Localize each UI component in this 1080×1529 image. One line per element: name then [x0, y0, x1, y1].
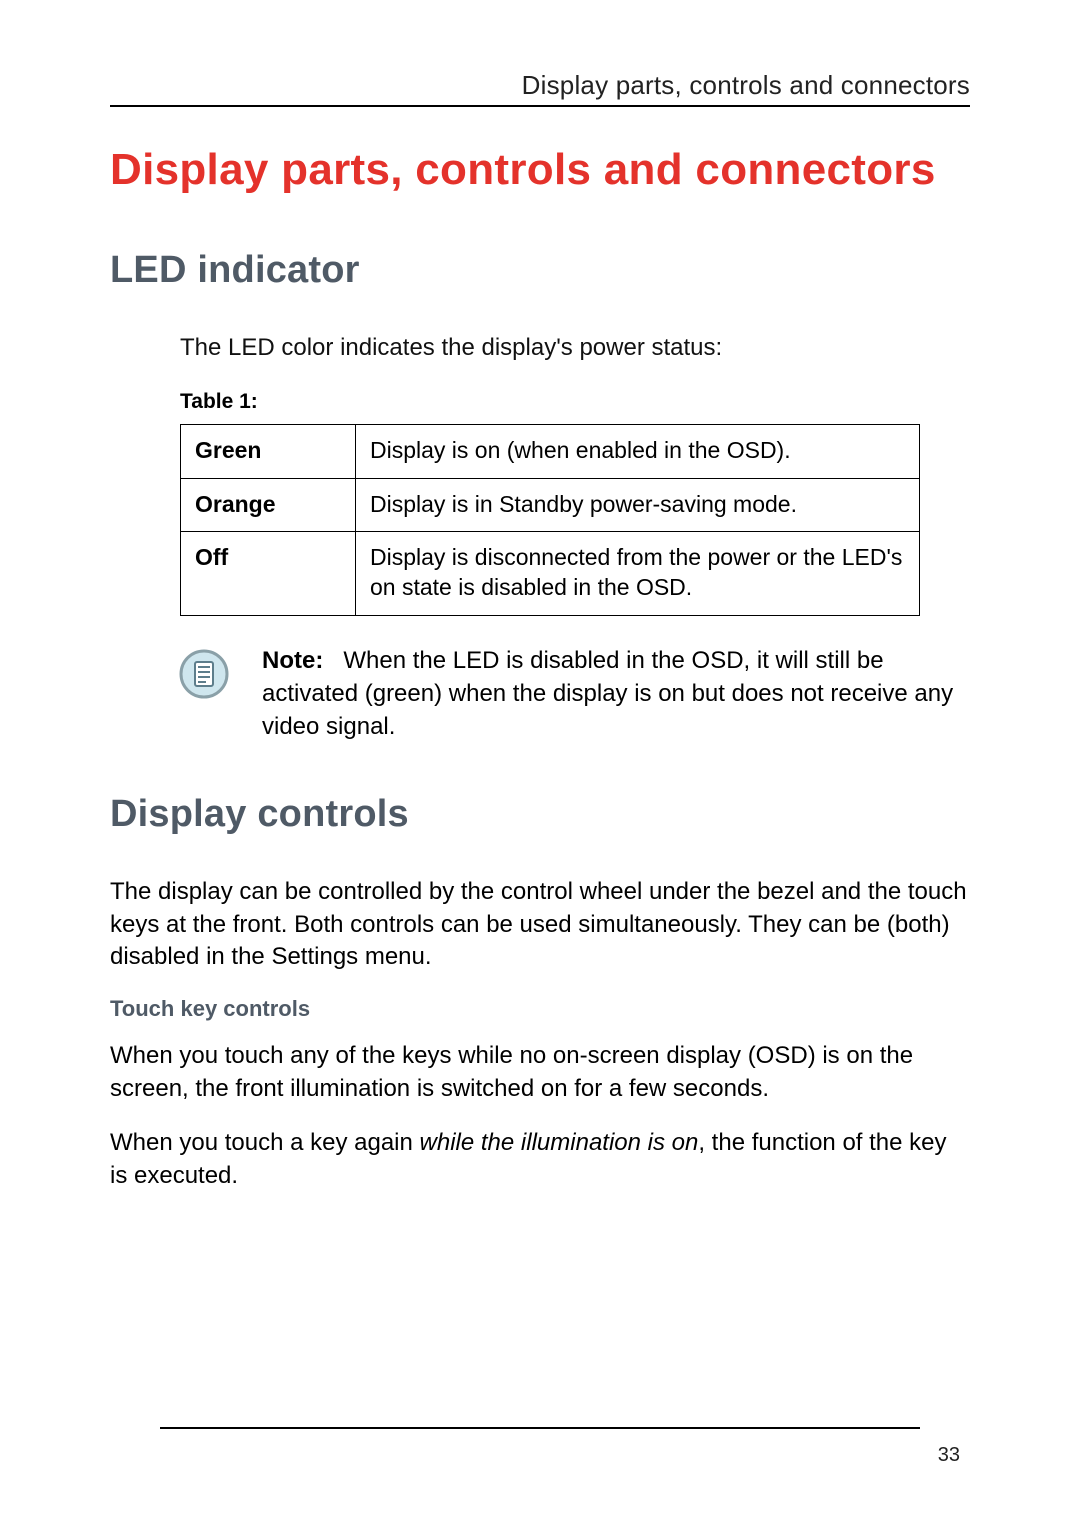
- table-caption: Table 1:: [180, 390, 970, 414]
- header-rule: [110, 105, 970, 107]
- table-row: Green Display is on (when enabled in the…: [181, 425, 920, 478]
- note-icon: [178, 648, 238, 705]
- led-state-key: Off: [181, 532, 356, 616]
- led-state-value: Display is on (when enabled in the OSD).: [356, 425, 920, 478]
- led-status-table: Green Display is on (when enabled in the…: [180, 424, 920, 615]
- section-led-title: LED indicator: [110, 249, 970, 292]
- table-row: Off Display is disconnected from the pow…: [181, 532, 920, 616]
- note-block: Note: When the LED is disabled in the OS…: [178, 644, 970, 743]
- page-title: Display parts, controls and connectors: [110, 145, 970, 195]
- touch-key-subtitle: Touch key controls: [110, 996, 970, 1022]
- led-state-value: Display is disconnected from the power o…: [356, 532, 920, 616]
- led-state-value: Display is in Standby power-saving mode.: [356, 478, 920, 531]
- section-controls-title: Display controls: [110, 793, 970, 836]
- document-page: Display parts, controls and connectors D…: [0, 0, 1080, 1529]
- led-state-key: Orange: [181, 478, 356, 531]
- running-header: Display parts, controls and connectors: [110, 70, 970, 101]
- footer-rule: [160, 1427, 920, 1429]
- note-text: Note: When the LED is disabled in the OS…: [262, 644, 970, 743]
- touch-key-p1: When you touch any of the keys while no …: [110, 1040, 970, 1105]
- led-intro: The LED color indicates the display's po…: [180, 332, 970, 364]
- controls-intro: The display can be controlled by the con…: [110, 876, 970, 974]
- led-state-key: Green: [181, 425, 356, 478]
- note-body: When the LED is disabled in the OSD, it …: [262, 647, 953, 740]
- touch-key-p2: When you touch a key again while the ill…: [110, 1127, 970, 1192]
- table-row: Orange Display is in Standby power-savin…: [181, 478, 920, 531]
- p2-emphasis: while the illumination is on: [420, 1129, 699, 1156]
- p2-lead: When you touch a key again: [110, 1129, 420, 1156]
- note-label: Note:: [262, 647, 323, 674]
- page-number: 33: [938, 1444, 960, 1467]
- led-section-body: The LED color indicates the display's po…: [180, 332, 970, 616]
